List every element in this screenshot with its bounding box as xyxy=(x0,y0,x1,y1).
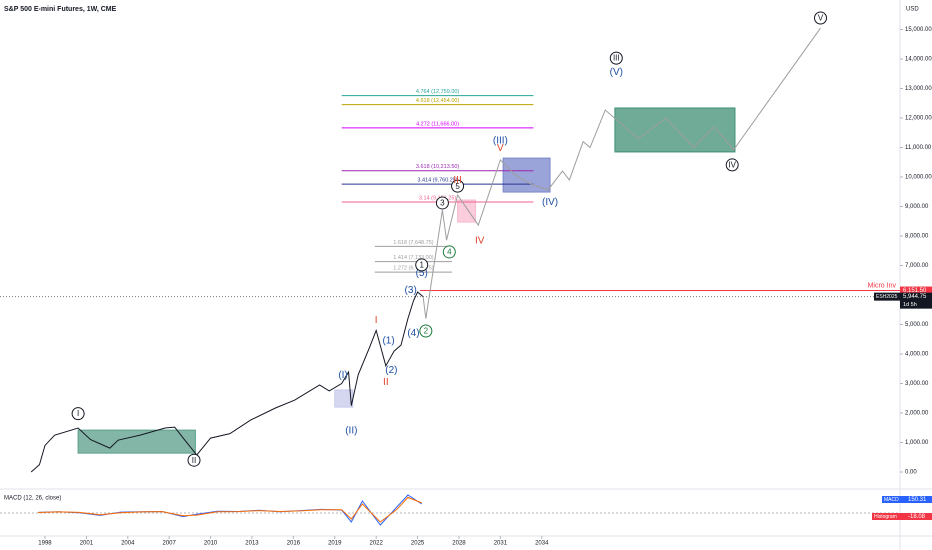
micro-inv-badge xyxy=(900,286,932,295)
macd-line xyxy=(38,496,422,523)
x-tick-label: 2022 xyxy=(369,541,383,547)
wave-label: IV xyxy=(475,235,485,246)
wave-label: II xyxy=(192,456,196,465)
wave-circle xyxy=(725,158,739,172)
y-tick-label: 2,000.00 xyxy=(905,411,929,417)
wave-circle xyxy=(415,258,429,272)
wave-circle xyxy=(419,324,433,338)
wave-label: (5) xyxy=(416,268,428,279)
x-tick-label: 2025 xyxy=(411,541,425,547)
x-tick-label: 2028 xyxy=(452,541,466,547)
y-tick-label: 9,000.00 xyxy=(905,204,929,210)
x-tick-label: 1998 xyxy=(38,541,52,547)
y-tick-label: 4,000.00 xyxy=(905,352,929,358)
fib-label: 3.14 (9,151.25) xyxy=(419,195,456,201)
x-tick-label: 2001 xyxy=(80,541,94,547)
y-tick-label: 14,000.00 xyxy=(905,57,932,63)
fib-label: 3.618 (10,213.50) xyxy=(416,164,460,170)
wave-label: III xyxy=(453,175,461,186)
wave-label: (1) xyxy=(382,335,394,346)
macd-value: 150.31 xyxy=(908,497,927,503)
x-tick-label: 2034 xyxy=(535,541,549,547)
x-tick-label: 2016 xyxy=(287,541,301,547)
x-tick-label: 2013 xyxy=(245,541,259,547)
wave-label: (I) xyxy=(338,370,347,381)
hist-badge-label: Histogram xyxy=(874,514,897,520)
fib-label: 4.272 (11,666.00) xyxy=(416,121,459,127)
hist-badge xyxy=(872,513,900,520)
wave-label: (III) xyxy=(493,135,508,146)
fib-label: 4.618 (12,454.00) xyxy=(416,98,460,104)
zone-box xyxy=(502,157,551,193)
y-tick-label: 13,000.00 xyxy=(905,86,932,92)
wave-label: (V) xyxy=(610,67,623,78)
micro-inv-value: 6,151.50 xyxy=(903,288,927,294)
wave-label: (2) xyxy=(385,365,397,376)
y-tick-label: 5,000.00 xyxy=(905,322,929,328)
wave-label: I xyxy=(77,409,79,418)
y-tick-label: 12,000.00 xyxy=(905,116,932,122)
wave-label: III xyxy=(613,54,620,63)
y-tick-label: 11,000.00 xyxy=(905,145,932,151)
wave-label: IV xyxy=(728,161,736,170)
y-tick-label: 0.00 xyxy=(905,470,917,476)
x-tick-label: 2010 xyxy=(204,541,218,547)
hist-value: -18.08 xyxy=(908,514,926,520)
y-tick-label: 15,000.00 xyxy=(905,27,932,33)
countdown: 1d 5h xyxy=(903,302,917,308)
wave-label: V xyxy=(818,14,824,23)
symbol-badge xyxy=(874,292,900,301)
wave-circle xyxy=(609,51,623,65)
wave-label: (3) xyxy=(405,285,417,296)
y-tick-label: 3,000.00 xyxy=(905,381,929,387)
wave-label: 3 xyxy=(440,199,445,208)
wave-label: 5 xyxy=(455,182,460,191)
fib-label: 3.414 (9,760.25) xyxy=(417,178,458,184)
last-price-badge xyxy=(900,292,932,309)
x-tick-label: 2004 xyxy=(121,541,135,547)
x-tick-label: 2007 xyxy=(163,541,177,547)
wave-label: I xyxy=(375,315,378,326)
wave-label: (4) xyxy=(407,328,419,339)
x-tick-label: 2019 xyxy=(328,541,342,547)
symbol-label: ESH2025 xyxy=(876,294,898,300)
wave-circle xyxy=(187,453,201,467)
wave-label: 2 xyxy=(424,327,429,336)
y-tick-label: 8,000.00 xyxy=(905,234,929,240)
fib-label: 4.764 (12,759.00) xyxy=(416,89,460,95)
macd-value-badge xyxy=(900,496,932,503)
y-tick-label: 1,000.00 xyxy=(905,440,929,446)
wave-circle xyxy=(451,179,465,193)
wave-label: II xyxy=(383,377,389,388)
fib-label: 1.414 (7,133.00) xyxy=(393,255,434,261)
x-tick-label: 2031 xyxy=(494,541,508,547)
wave-circle xyxy=(71,407,85,421)
macd-title: MACD (12, 26, close) xyxy=(4,496,61,502)
wave-circle xyxy=(814,11,828,25)
wave-label: (IV) xyxy=(542,197,558,208)
micro-inv-label: Micro Inv xyxy=(868,282,897,289)
currency: USD xyxy=(906,7,919,13)
y-tick-label: 7,000.00 xyxy=(905,263,929,269)
wave-label: 1 xyxy=(419,261,424,270)
wave-label: (II) xyxy=(345,425,357,436)
wave-circle xyxy=(435,196,449,210)
zone-box xyxy=(614,107,736,153)
wave-circle xyxy=(442,245,456,259)
hist-value-badge xyxy=(900,513,932,520)
wave-label: 4 xyxy=(447,248,452,257)
price-line xyxy=(422,27,821,319)
fib-label: 1.618 (7,648.75) xyxy=(393,240,434,246)
zone-box xyxy=(457,199,477,223)
macd-badge-label: MACD xyxy=(884,497,899,503)
price-line xyxy=(30,291,424,473)
chart-title: S&P 500 E-mini Futures, 1W, CME xyxy=(4,6,117,13)
y-tick-label: 10,000.00 xyxy=(905,175,932,181)
macd-badge xyxy=(882,496,900,503)
fib-label: 1.272 (6,774.75) xyxy=(393,266,434,272)
last-price-value: 5,944.75 xyxy=(903,294,927,300)
wave-label: V xyxy=(497,143,504,154)
